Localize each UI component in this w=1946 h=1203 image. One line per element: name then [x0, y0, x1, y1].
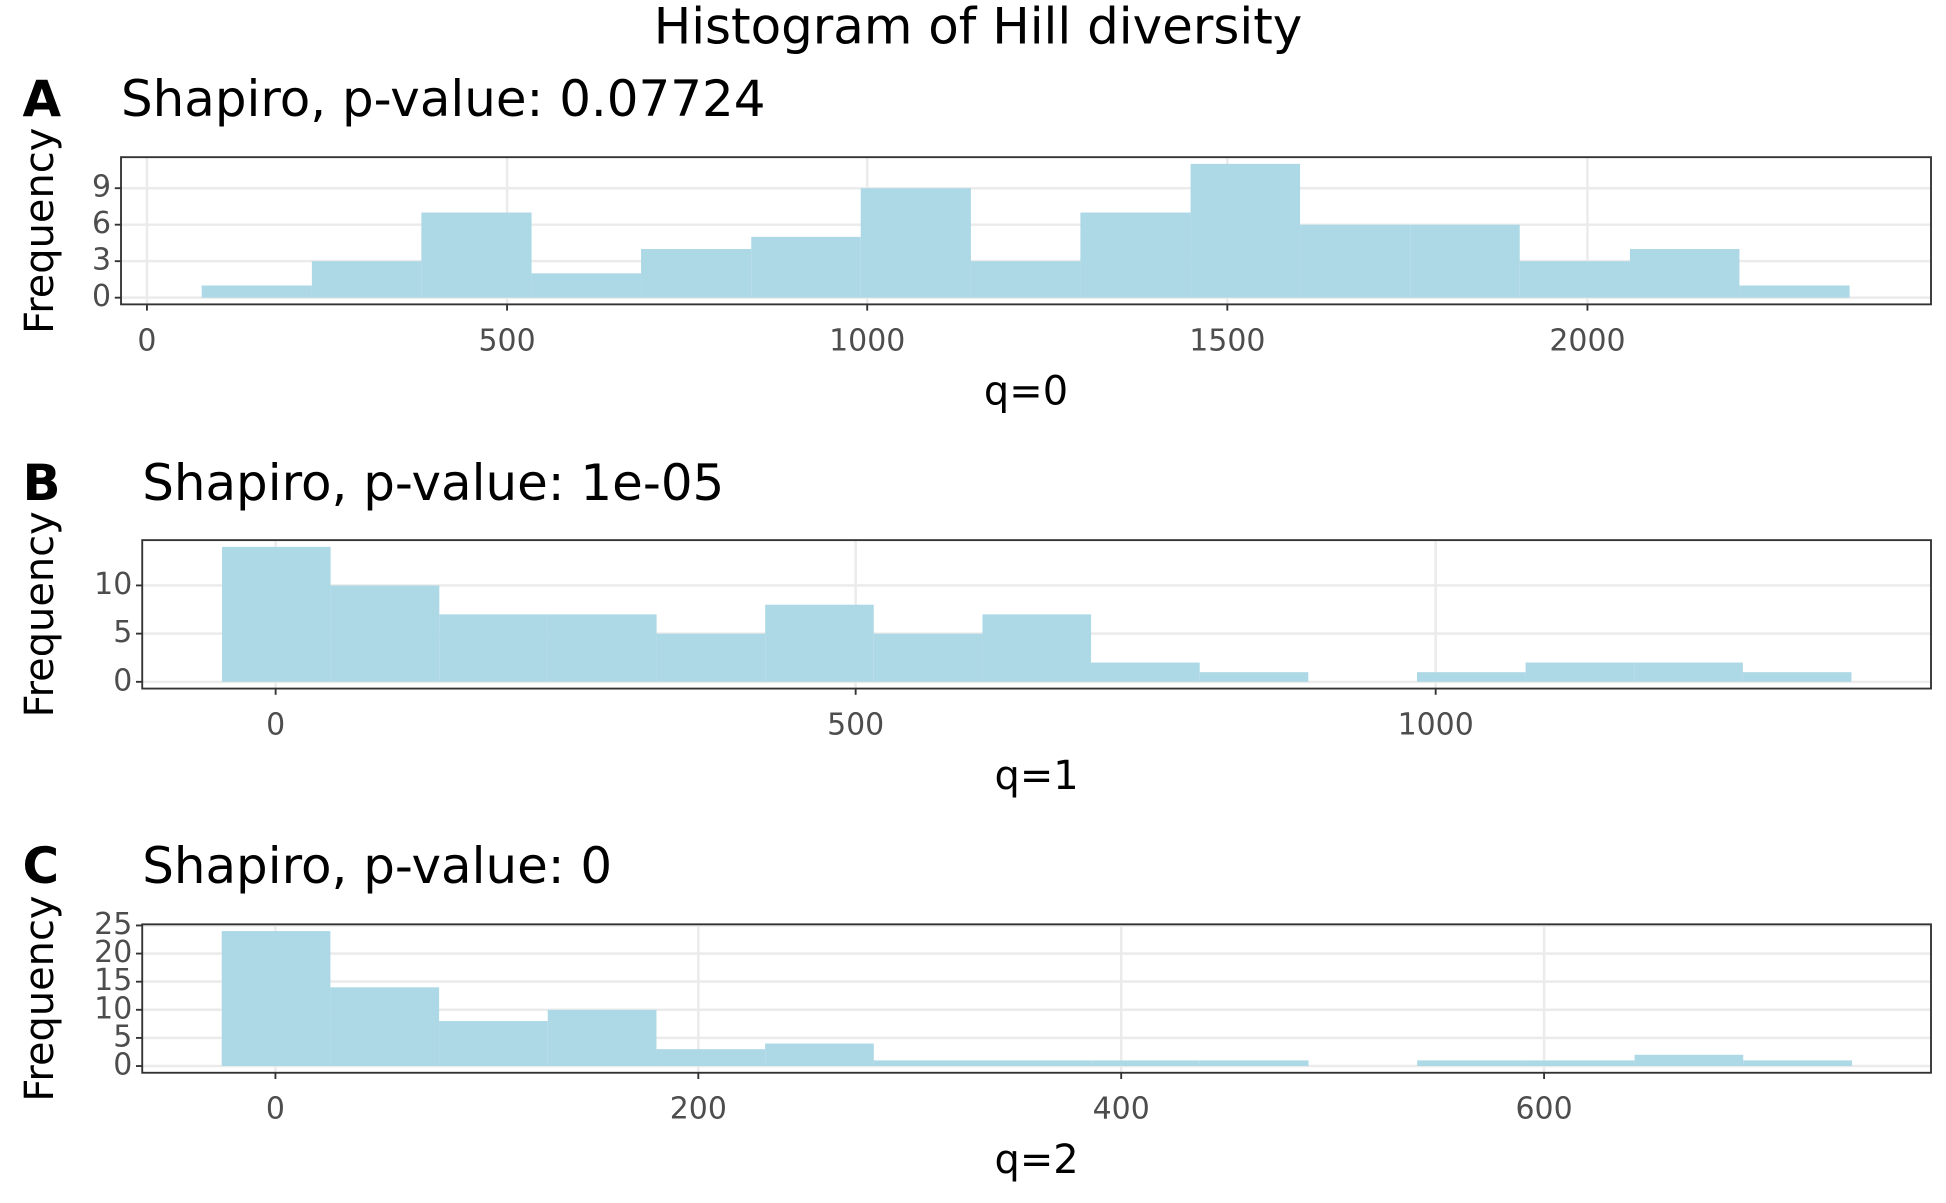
y-tick-label: 0	[113, 663, 132, 698]
bar	[1199, 672, 1309, 682]
x-tick-label: 2000	[1549, 323, 1625, 358]
bar	[221, 931, 331, 1067]
bar	[1743, 1060, 1852, 1067]
x-tick-label: 1000	[1398, 707, 1474, 742]
bar	[765, 604, 874, 682]
bar	[330, 987, 440, 1067]
bar	[439, 1021, 548, 1067]
bar	[1410, 224, 1520, 298]
bar	[1091, 662, 1200, 682]
bar	[982, 614, 1092, 682]
y-tick-label: 25	[94, 907, 132, 942]
bar	[641, 249, 752, 298]
x-tick-label: 500	[827, 707, 884, 742]
bar	[1525, 1060, 1635, 1067]
bar	[873, 1060, 983, 1067]
panel-border	[120, 156, 1932, 306]
bar	[421, 212, 532, 298]
bar	[1629, 249, 1740, 298]
x-axis-title: q=0	[984, 369, 1068, 415]
panel-tag: A	[22, 70, 61, 128]
bar	[531, 273, 642, 298]
bar	[547, 614, 657, 682]
bar	[765, 1043, 874, 1067]
x-tick-label: 500	[479, 323, 536, 358]
bar	[970, 261, 1081, 298]
y-axis-title: Frequency	[17, 895, 63, 1101]
y-axis-title: Frequency	[17, 128, 63, 334]
bar	[1739, 285, 1850, 298]
y-axis-title: Frequency	[17, 511, 63, 717]
y-tick-label: 15	[94, 963, 132, 998]
x-tick-label: 400	[1093, 1092, 1150, 1127]
bar	[1634, 662, 1743, 682]
bar	[1199, 1060, 1309, 1067]
bar	[860, 188, 971, 298]
bar	[201, 285, 312, 298]
bar	[1091, 1060, 1200, 1067]
bar	[1300, 224, 1411, 298]
bar	[1417, 1060, 1526, 1067]
y-tick-label: 6	[92, 206, 111, 241]
x-tick-label: 0	[266, 707, 285, 742]
bar	[751, 236, 861, 298]
x-tick-label: 0	[137, 323, 156, 358]
y-tick-label: 5	[113, 1019, 132, 1054]
bar	[656, 633, 766, 682]
y-tick-label: 20	[94, 935, 132, 970]
panel-tag: C	[22, 837, 59, 895]
panel-border	[141, 923, 1932, 1074]
bar	[873, 633, 983, 682]
y-tick-label: 5	[113, 615, 132, 650]
y-tick-label: 0	[92, 279, 111, 314]
bar	[1416, 672, 1526, 682]
bar	[1080, 212, 1191, 298]
bar	[1634, 1054, 1744, 1067]
bar	[1519, 261, 1630, 298]
x-tick-label: 200	[670, 1092, 727, 1127]
y-tick-label: 9	[92, 170, 111, 205]
panel-border	[141, 539, 1932, 690]
y-tick-label: 10	[94, 567, 132, 602]
x-tick-label: 1000	[829, 323, 905, 358]
y-tick-label: 3	[92, 243, 111, 278]
x-axis-title: q=2	[995, 1137, 1079, 1183]
panel-tag: B	[22, 454, 60, 512]
bar	[330, 585, 440, 682]
bar	[1742, 672, 1852, 682]
y-tick-label: 10	[94, 991, 132, 1026]
bar	[222, 546, 331, 682]
bar	[311, 261, 422, 298]
x-tick-label: 600	[1516, 1092, 1573, 1127]
x-axis-title: q=1	[995, 753, 1079, 799]
y-tick-label: 0	[113, 1048, 132, 1083]
bar	[982, 1060, 1092, 1067]
bar	[656, 1049, 766, 1067]
x-tick-label: 1500	[1189, 323, 1265, 358]
bar	[1525, 662, 1635, 682]
bar	[439, 614, 548, 682]
bar	[1190, 163, 1301, 298]
panel-title: Shapiro, p-value: 0.07724	[121, 70, 765, 128]
bar	[547, 1009, 657, 1067]
x-tick-label: 0	[266, 1092, 285, 1127]
panel-title: Shapiro, p-value: 0	[142, 837, 612, 895]
main-title: Histogram of Hill diversity	[654, 0, 1303, 55]
panel-title: Shapiro, p-value: 1e-05	[142, 454, 724, 512]
